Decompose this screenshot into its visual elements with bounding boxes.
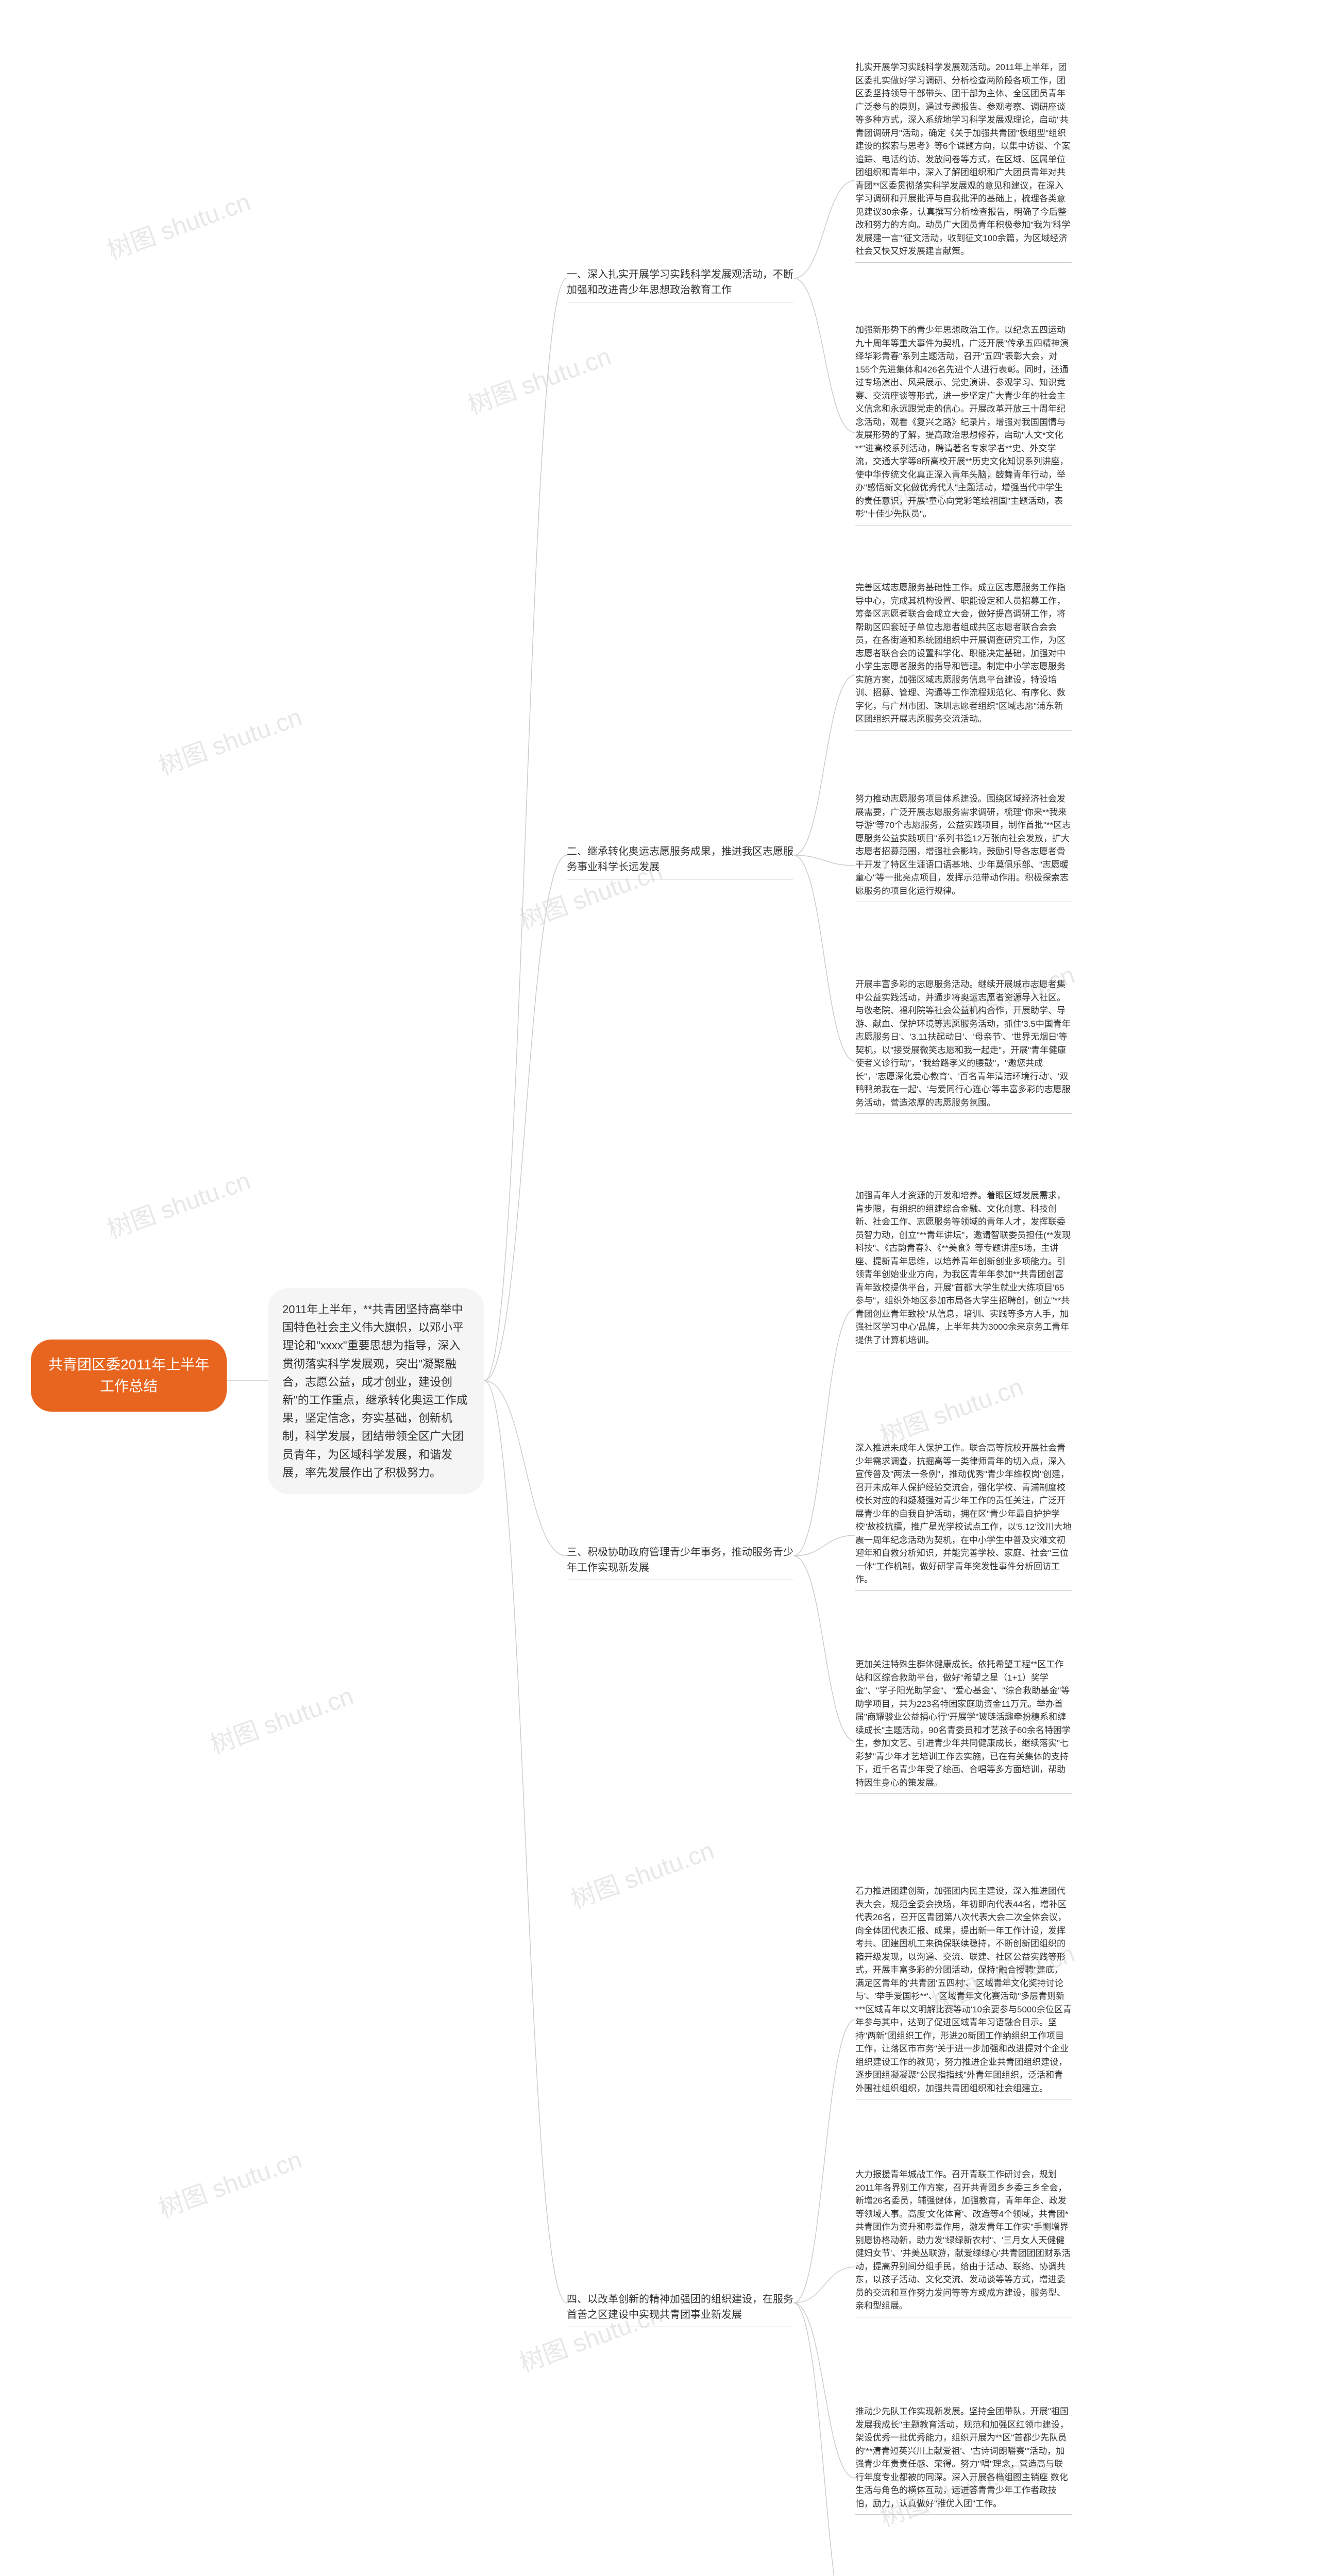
connector-lines (0, 0, 1319, 2576)
level2-node-3[interactable]: 三、积极协助政府管理青少年事务，推动服务青少年工作实现新发展 (567, 1540, 793, 1580)
level3-node-1[interactable]: 扎实开展学习实践科学发展观活动。2011年上半年，团区委扎实做好学习调研、分析检… (855, 57, 1072, 263)
level3-node-11[interactable]: 推动少先队工作实现新发展。坚持全团带队，开展"祖国发展我成长"主题教育活动，规范… (855, 2401, 1072, 2515)
level2-node-4[interactable]: 四、以改革创新的精神加强团的组织建设，在服务首善之区建设中实现共青团事业新发展 (567, 2287, 793, 2327)
level2-node-1[interactable]: 一、深入扎实开展学习实践科学发展观活动，不断加强和改进青少年思想政治教育工作 (567, 263, 793, 302)
level3-node-5[interactable]: 开展丰富多彩的志愿服务活动。继续开展城市志愿者集中公益实践活动，并通步将奥运志愿… (855, 974, 1072, 1114)
level3-node-7[interactable]: 深入推进未成年人保护工作。联合高等院校开展社会青少年需求调查，抗掘高等一类律师青… (855, 1437, 1072, 1591)
root-node[interactable]: 共青团区委2011年上半年工作总结 (31, 1340, 227, 1412)
level3-node-3[interactable]: 完善区域志愿服务基础性工作。成立区志愿服务工作指导中心，完成其机构设置、职能设定… (855, 577, 1072, 731)
level2-node-2[interactable]: 二、继承转化奥运志愿服务成果，推进我区志愿服务事业科学长远发展 (567, 840, 793, 879)
level1-summary[interactable]: 2011年上半年，**共青团坚持高举中国特色社会主义伟大旗帜，以邓小平理论和"x… (268, 1288, 484, 1494)
level3-node-4[interactable]: 努力推动志愿服务项目体系建设。围绕区域经济社会发展需要，广泛开展志愿服务需求调研… (855, 788, 1072, 902)
level3-node-9[interactable]: 着力推进团建创新，加强团内民主建设，深入推进团代表大会，规范全委会换场，年初即向… (855, 1880, 1072, 2099)
mindmap-container: 树图 shutu.cn树图 shutu.cn树图 shutu.cn树图 shut… (0, 0, 1319, 2576)
level3-node-8[interactable]: 更加关注特殊生群体健康成长。依托希望工程**区工作站和区综合救助平台，做好"希望… (855, 1654, 1072, 1794)
level3-node-2[interactable]: 加强新形势下的青少年思想政治工作。以纪念五四运动九十周年等重大事件为契机，广泛开… (855, 319, 1072, 526)
level3-node-10[interactable]: 大力报援青年城战工作。召开青联工作研讨会，规划2011年各界别工作方案，召开共青… (855, 2164, 1072, 2317)
level3-node-6[interactable]: 加强青年人才资源的开发和培养。着眼区域发展需求，肯步限，有组织的组建综合金融、文… (855, 1185, 1072, 1351)
